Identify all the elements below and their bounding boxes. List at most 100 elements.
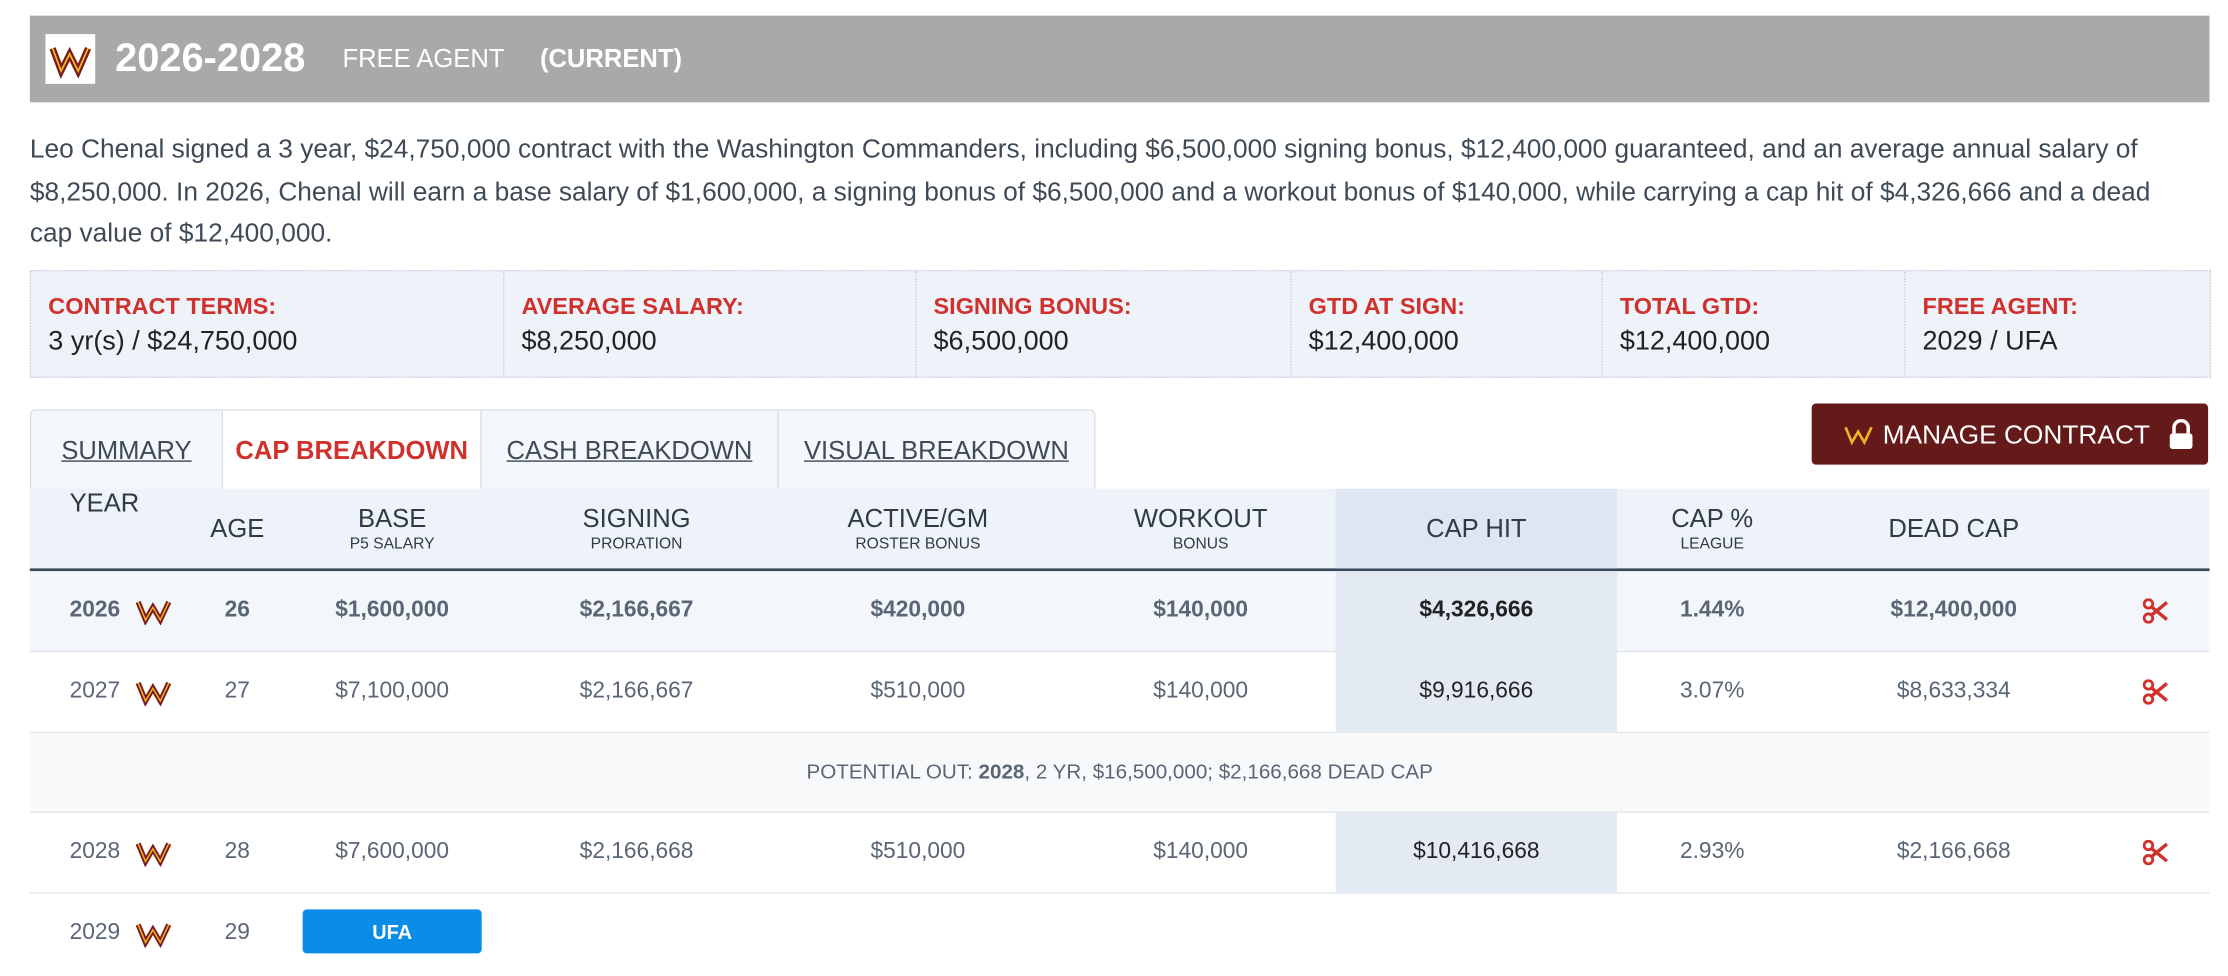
- team-logo: [132, 571, 175, 651]
- term: AVERAGE SALARY: $8,250,000: [504, 271, 917, 377]
- cell: 2026: [69, 598, 121, 623]
- term-label: FREE AGENT:: [1922, 294, 2078, 320]
- cell: $140,000: [1153, 598, 1249, 623]
- column-title: CAP %: [1671, 504, 1754, 533]
- potential-out-detail: , 2 YR, $16,500,000; $2,166,668 DEAD CAP: [1024, 760, 1433, 784]
- term: FREE AGENT: 2029 / UFA: [1905, 271, 2209, 376]
- term: GTD AT SIGN: $12,400,000: [1292, 271, 1603, 377]
- release-icon[interactable]: [2138, 813, 2172, 893]
- term-value: $12,400,000: [1619, 326, 1771, 357]
- term-label: GTD AT SIGN:: [1308, 294, 1465, 320]
- cell: $7,600,000: [335, 839, 450, 864]
- column-title: ACTIVE/GM: [847, 504, 989, 533]
- cell: $140,000: [1153, 679, 1249, 704]
- cell: 26: [224, 598, 250, 623]
- term-value: 3 yr(s) / $24,750,000: [48, 326, 298, 357]
- cell: $420,000: [870, 598, 966, 623]
- cell: $8,633,334: [1896, 679, 2011, 704]
- term-value: 2029 / UFA: [1922, 326, 2058, 357]
- description: Leo Chenal signed a 3 year, $24,750,000 …: [29, 133, 2151, 248]
- table-row: 2028 28 $7,600,000 $2,166,668 $510,000 $140,0…: [29, 812, 2210, 894]
- column-subtitle: ROSTER BONUS: [855, 535, 981, 553]
- column-header: AGE: [102, 489, 372, 569]
- term-value: $12,400,000: [1308, 326, 1459, 357]
- term: TOTAL GTD: $12,400,000: [1603, 271, 1906, 377]
- column-title: AGE: [210, 513, 265, 543]
- release-icon[interactable]: [2138, 571, 2172, 651]
- release-icon[interactable]: [2138, 652, 2172, 732]
- cap-hit-highlight: [1335, 812, 1618, 893]
- column-header: YEAR: [70, 489, 140, 569]
- column-header: DEAD CAP: [1819, 489, 2089, 569]
- current: (CURRENT): [539, 44, 683, 73]
- cap-hit-highlight: [1335, 652, 1618, 732]
- column-header: CAP HIT: [1341, 489, 1611, 569]
- cell: $10,416,668: [1413, 839, 1540, 864]
- cell: $2,166,668: [1896, 839, 2011, 864]
- column-header: ACTIVE/GM ROSTER BONUS: [783, 489, 1053, 569]
- term-label: CONTRACT TERMS:: [48, 294, 277, 320]
- button-label: MANAGE CONTRACT: [1882, 418, 2150, 449]
- cell: $7,100,000: [335, 679, 450, 704]
- term-value: $6,500,000: [933, 326, 1069, 357]
- cell: 1.44%: [1679, 598, 1745, 623]
- table-header: YEAR AGE BASE P5 SALARY SIGNING PRORATION ACTI…: [29, 488, 2210, 572]
- potential-out-label: POTENTIAL OUT:: [806, 760, 973, 784]
- potential-out: POTENTIAL OUT: 2028, 2 YR, $16,500,000; $…: [29, 733, 2210, 813]
- cell: $140,000: [1153, 839, 1249, 864]
- team-logo: [132, 894, 175, 974]
- contract-header: 2026-2028 FREE AGENT (CURRENT): [29, 15, 2210, 103]
- term-label: TOTAL GTD:: [1619, 294, 1760, 320]
- ufa-badge: UFA: [302, 909, 482, 954]
- column-title: CAP HIT: [1426, 513, 1527, 543]
- cell: 2.93%: [1679, 839, 1745, 864]
- cell: 28: [224, 839, 250, 864]
- status: FREE AGENT: [342, 44, 505, 73]
- team-logo: [132, 652, 175, 732]
- terms: CONTRACT TERMS: 3 yr(s) / $24,750,000 AVER…: [29, 269, 2211, 378]
- tab[interactable]: SUMMARY: [31, 410, 224, 491]
- cell: $510,000: [870, 839, 966, 864]
- column-subtitle: LEAGUE: [1680, 535, 1744, 553]
- term-value: $8,250,000: [521, 326, 657, 357]
- tab[interactable]: CAP BREAKDOWN: [223, 410, 482, 491]
- term-label: AVERAGE SALARY:: [521, 294, 744, 320]
- cell: $2,166,667: [579, 679, 694, 704]
- column-title: YEAR: [69, 488, 140, 518]
- manage-contract-button[interactable]: MANAGE CONTRACT: [1811, 403, 2209, 465]
- tabs: SUMMARY CAP BREAKDOWN CASH BREAKDOWN VISUAL…: [29, 409, 1096, 491]
- cell: 27: [224, 679, 250, 704]
- column-title: WORKOUT: [1133, 504, 1268, 533]
- team-logo: [1844, 425, 1873, 445]
- team-logo: [132, 813, 175, 893]
- table-row: 2029 29 UFA: [30, 894, 2210, 974]
- column-subtitle: BONUS: [1172, 535, 1229, 553]
- column-title: DEAD CAP: [1888, 513, 2020, 543]
- cell: 2029: [69, 920, 121, 945]
- column-subtitle: PRORATION: [590, 535, 683, 553]
- cell: $12,400,000: [1890, 598, 2017, 623]
- cell: 29: [224, 920, 250, 945]
- team-logo: [45, 34, 96, 84]
- cell: $510,000: [870, 679, 966, 704]
- years: 2026-2028: [115, 35, 306, 80]
- cell: $4,326,666: [1419, 598, 1534, 623]
- column-subtitle: P5 SALARY: [349, 535, 435, 553]
- tab[interactable]: CASH BREAKDOWN: [482, 410, 779, 491]
- cell: $9,916,666: [1419, 679, 1534, 704]
- term: CONTRACT TERMS: 3 yr(s) / $24,750,000: [31, 271, 505, 377]
- table-row: 2026 26 $1,600,000 $2,166,667 $420,000 $140,0…: [29, 571, 2210, 653]
- cell: 2027: [69, 679, 121, 704]
- lock-icon: [2169, 418, 2193, 449]
- term-label: SIGNING BONUS:: [933, 294, 1132, 320]
- tab[interactable]: VISUAL BREAKDOWN: [803, 435, 1069, 464]
- potential-out-year: 2028: [978, 760, 1025, 784]
- term: SIGNING BONUS: $6,500,000: [916, 271, 1292, 377]
- cell: 3.07%: [1679, 679, 1745, 704]
- cell: $2,166,668: [579, 839, 694, 864]
- column-header: BASE P5 SALARY: [257, 489, 527, 569]
- column-header: CAP % LEAGUE: [1577, 489, 1847, 569]
- cap-hit-highlight: [1335, 571, 1618, 651]
- column-title: SIGNING: [582, 504, 691, 533]
